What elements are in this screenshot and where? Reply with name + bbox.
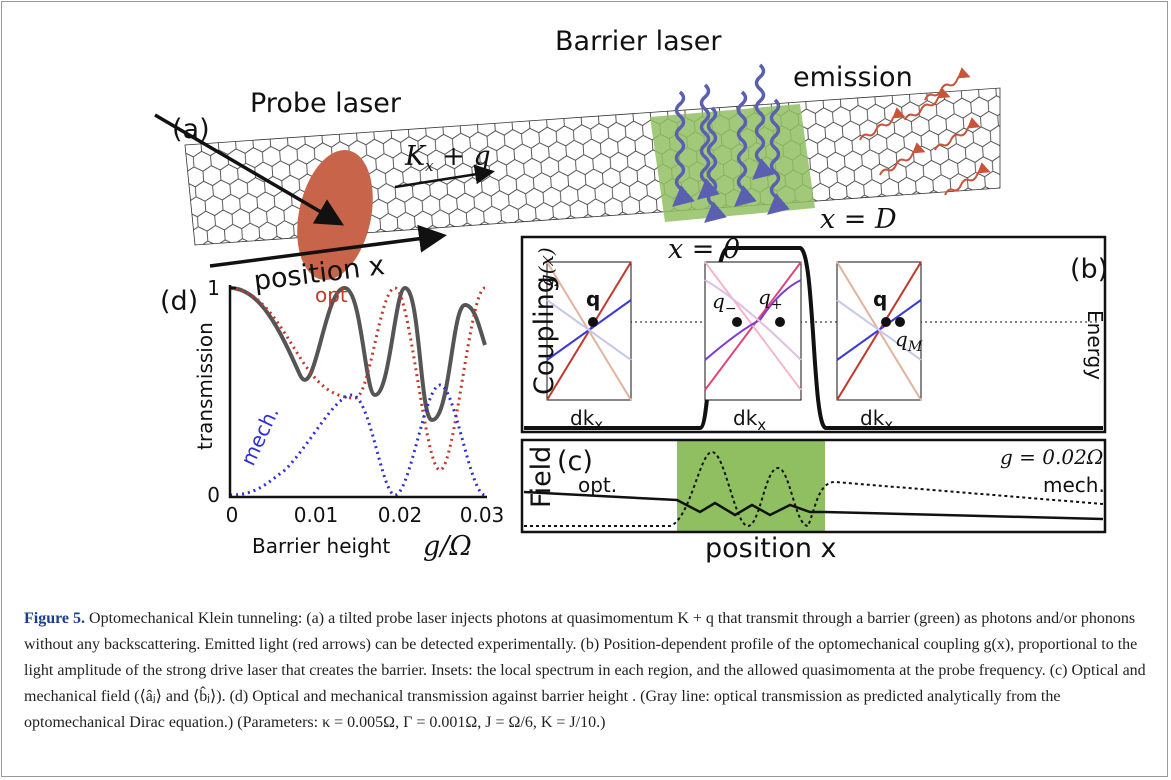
barrier-region (677, 440, 825, 532)
panel-label: (a) (172, 114, 210, 145)
panel-d: (d) transmission opt mech. 1 0 0 0.01 0.… (160, 276, 504, 562)
g-label: g = 0.02Ω (1000, 445, 1103, 469)
momentum-label: Kx + q (404, 141, 491, 175)
panel-c: (c) Field opt. mech. g = 0.02Ω position … (522, 440, 1105, 564)
y-tick-label: 1 (207, 276, 220, 300)
x-tick-label: 0 (226, 503, 239, 527)
mech-label: mech. (236, 403, 284, 469)
x-tick-label: 0.01 (294, 503, 339, 527)
point-label: q (586, 287, 600, 311)
panel-b: (b) Coupling g(x) Energy dkx dkx dkx q q… (522, 237, 1108, 434)
y-axis-label: transmission (193, 322, 217, 450)
barrier-label: Barrier laser (555, 26, 722, 57)
x-axis-label: position x (705, 533, 837, 564)
emission-label: emission (793, 62, 913, 93)
inset-xlabel: dkx (860, 406, 893, 434)
inset-xlabel: dkx (733, 406, 766, 434)
y-axis-label: Field (526, 446, 557, 508)
figure-page: (a) Probe laser Barrier laser emission K… (0, 0, 1171, 780)
barrier-region (650, 104, 815, 222)
opt-label: opt (315, 283, 348, 307)
x-tick-label: 0.02 (378, 503, 423, 527)
y-tick-label: 0 (207, 483, 220, 507)
energy-label: Energy (1083, 310, 1107, 380)
inset-xlabel: dkx (570, 406, 603, 434)
x-axis-label: Barrier height (252, 534, 390, 558)
analytic-curve (230, 288, 485, 420)
x-tick-label: 0.03 (460, 503, 505, 527)
mech-label: mech. (1043, 473, 1105, 497)
y-axis-math: g(x) (534, 247, 558, 287)
caption-text: Optomechanical Klein tunneling: (a) a ti… (24, 610, 1146, 731)
panel-label: (b) (1070, 254, 1108, 285)
point-label: q (873, 287, 887, 311)
inset-2 (705, 262, 801, 400)
panel-label: (d) (160, 286, 198, 317)
figure-art: (a) Probe laser Barrier laser emission K… (0, 0, 1171, 600)
y-axis-label: Coupling (529, 276, 560, 395)
caption-label: Figure 5. (24, 610, 85, 627)
probe-label: Probe laser (250, 88, 402, 119)
xD-label: x = D (820, 204, 897, 235)
inset-3 (837, 262, 921, 400)
caption: Figure 5. Optomechanical Klein tunneling… (24, 606, 1149, 736)
panel-a: (a) Probe laser Barrier laser emission K… (155, 26, 1000, 297)
x-axis-math: g/Ω (423, 531, 472, 562)
opt-label: opt. (578, 473, 617, 497)
